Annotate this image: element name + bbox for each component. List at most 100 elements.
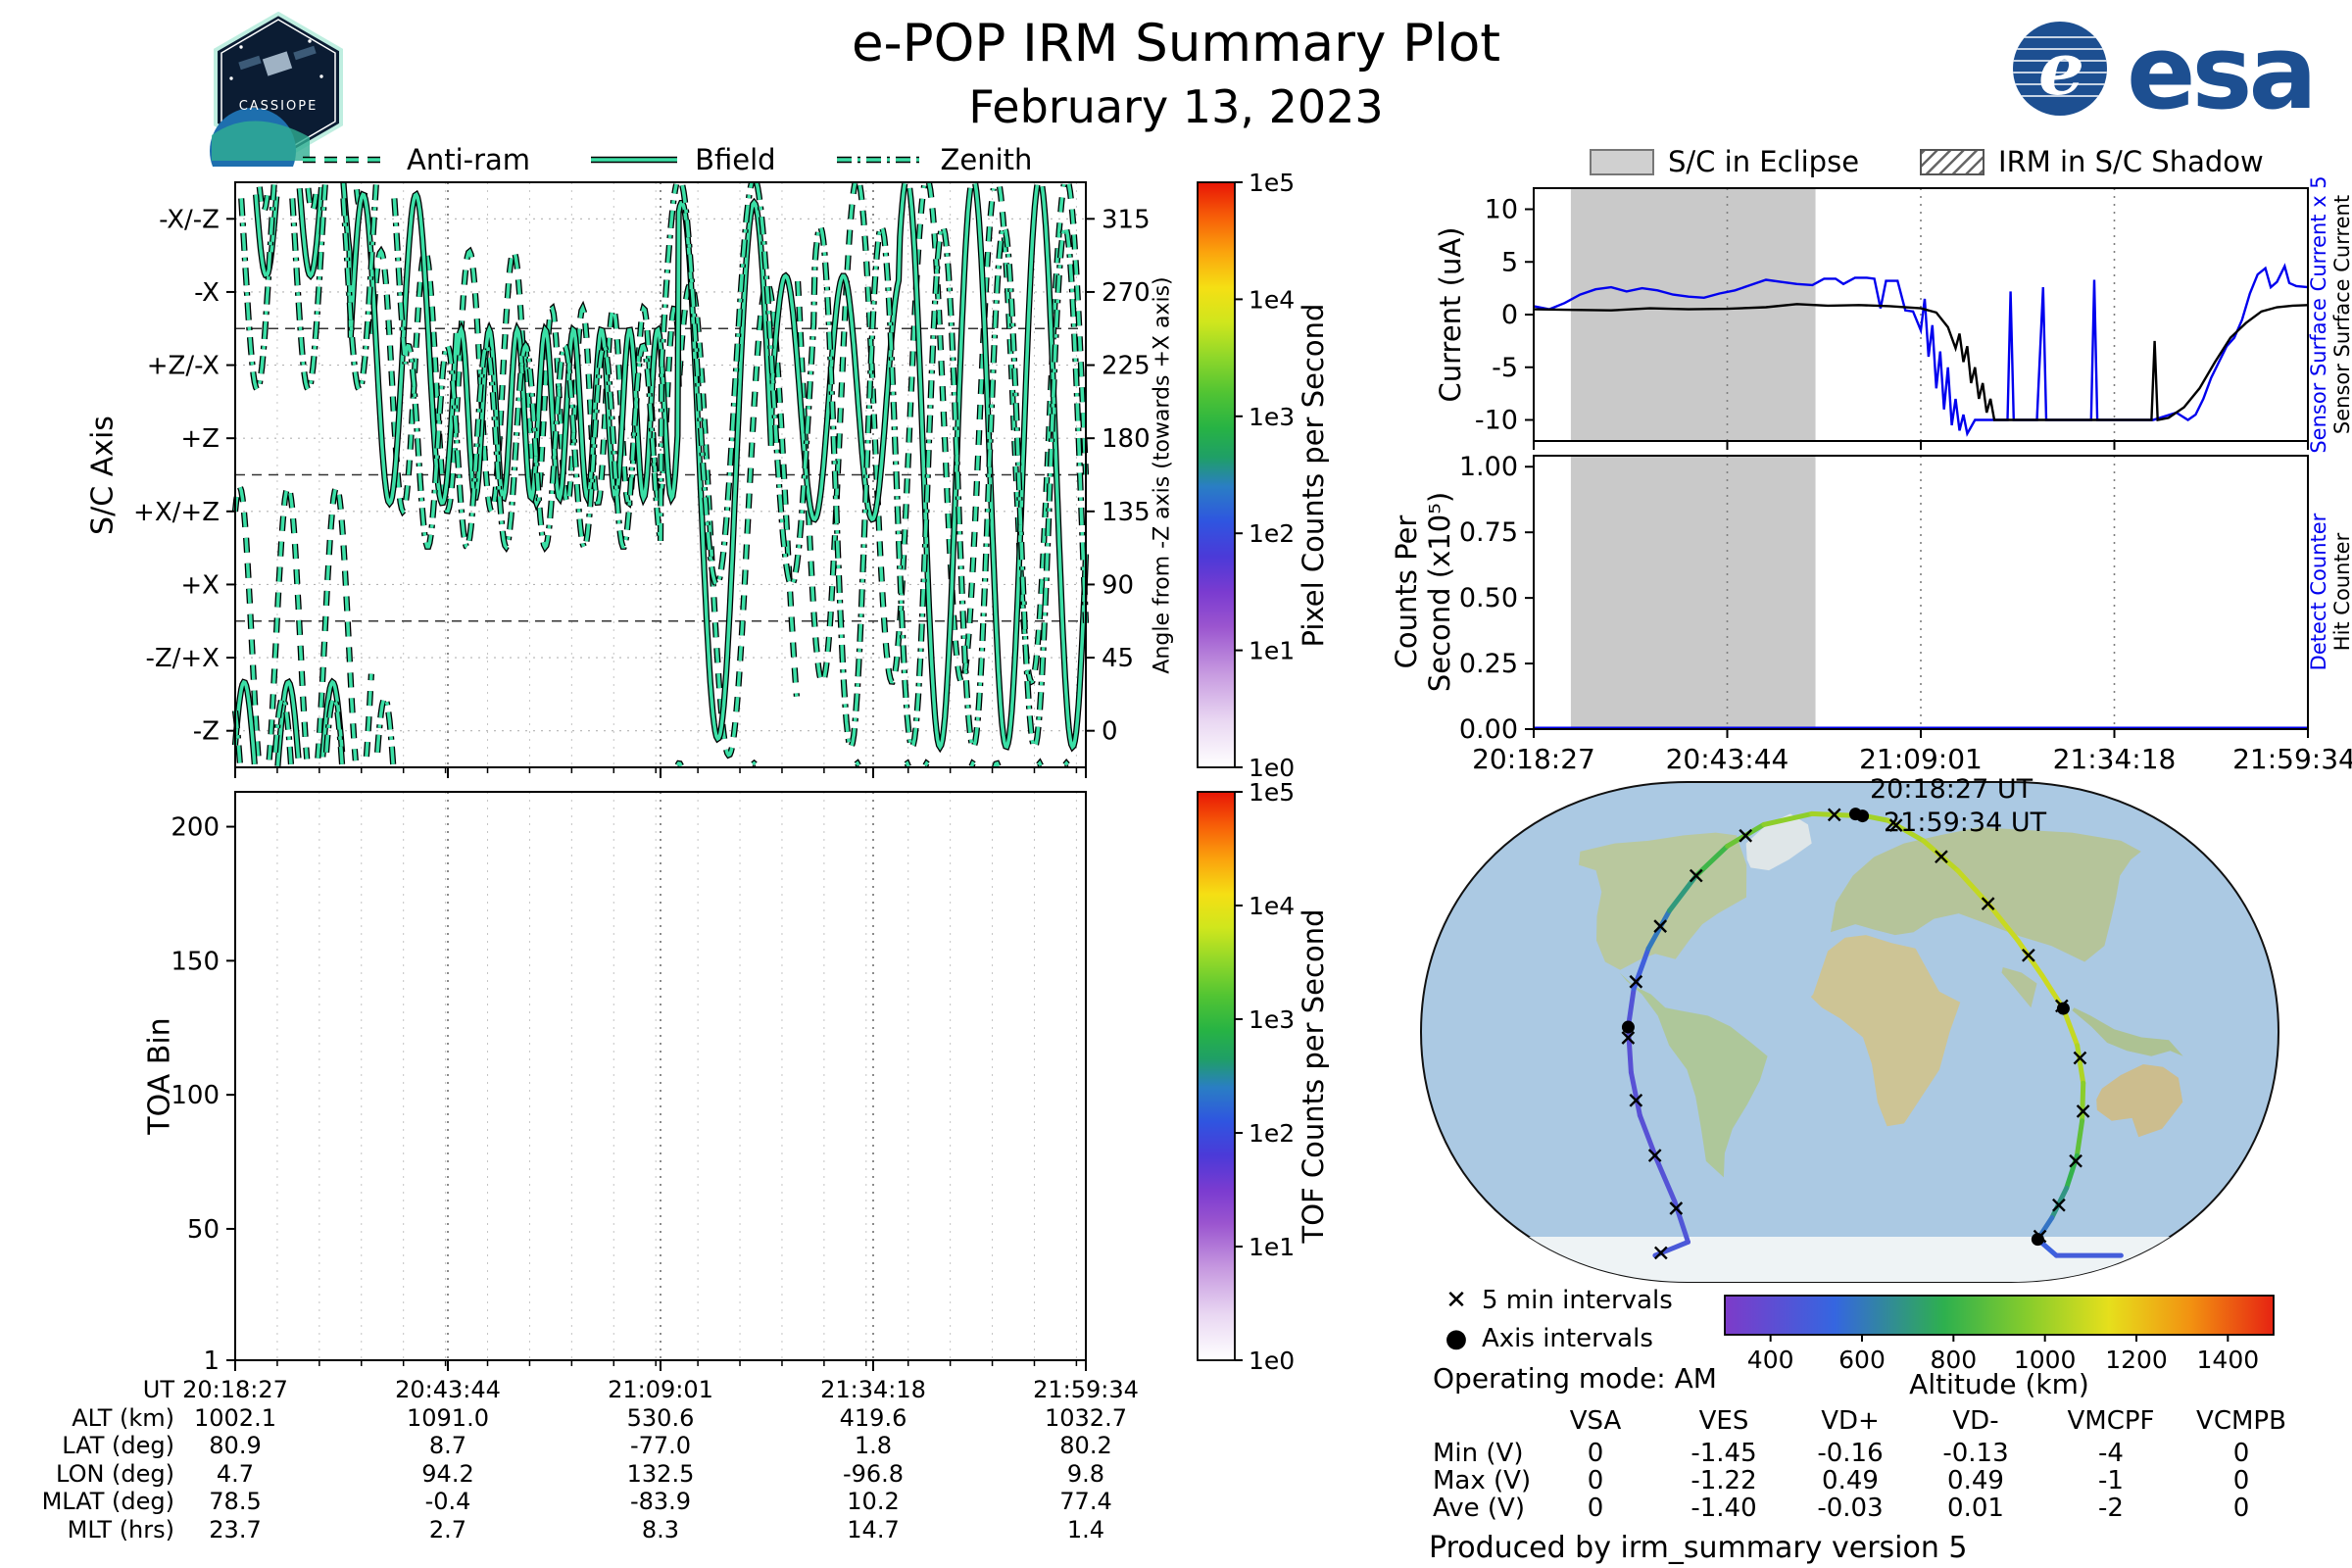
tof-colorbar-label: TOF Counts per Second	[1297, 908, 1330, 1244]
tof-colorbar-tick-1: 1e4	[1249, 892, 1295, 920]
eph-cell-1-2: 530.6	[626, 1403, 695, 1432]
eph-cell-5-4: 1.4	[1066, 1516, 1105, 1544]
attitude-angle-tick-6: 45	[1102, 644, 1134, 673]
eph-cell-0-2: 21:09:01	[608, 1376, 713, 1403]
pixel-colorbar-tick-3: 1e2	[1249, 519, 1295, 548]
toa-ylabel: TOA Bin	[142, 1017, 177, 1135]
volt-col-1: VES	[1698, 1406, 1749, 1436]
volt-cell-2-1: -1.40	[1690, 1494, 1757, 1523]
shadow-label: IRM in S/C Shadow	[1998, 145, 2264, 178]
eph-row-label-5: MLT (hrs)	[67, 1516, 174, 1544]
right-xtick-1: 20:43:44	[1666, 743, 1789, 775]
eph-cell-0-3: 21:34:18	[820, 1376, 926, 1403]
alt-tick-5: 1400	[2197, 1346, 2260, 1374]
dot-marker-icon: ●	[1445, 1324, 1468, 1353]
pixel-colorbar-tick-2: 1e3	[1249, 403, 1295, 431]
counts-ytick-4: 0.00	[1459, 714, 1518, 745]
attitude-ytick-4: +X/+Z	[133, 498, 220, 527]
attitude-angle-tick-1: 270	[1102, 278, 1151, 308]
axis-interval-dot	[1856, 809, 1870, 823]
volt-col-3: VD-	[1952, 1406, 1999, 1436]
counts-right-label-blue: Detect Counter	[2307, 513, 2330, 671]
anti-ram-line-sample	[303, 156, 389, 164]
eph-cell-5-3: 14.7	[847, 1516, 900, 1544]
eph-cell-1-0: 1002.1	[194, 1403, 276, 1432]
tof-colorbar-tick-2: 1e3	[1249, 1005, 1295, 1034]
attitude-plot: -X/-Z 315 -X 270 +Z/-X 225 +Z 180 +X/+Z 135 +X 90 -Z…	[133, 181, 1151, 778]
eph-cell-4-3: 10.2	[847, 1488, 900, 1516]
eph-cell-4-4: 77.4	[1059, 1488, 1112, 1516]
legend-item-anti-ram: Anti-ram	[299, 143, 530, 176]
counts-ytick-1: 0.75	[1459, 517, 1518, 548]
volt-cell-2-0: 0	[1587, 1494, 1604, 1523]
operating-mode: Operating mode: AM	[1433, 1362, 1717, 1395]
tof-colorbar-tick-0: 1e5	[1249, 778, 1295, 807]
eph-cell-3-3: -96.8	[842, 1459, 905, 1488]
current-ytick-2: 0	[1501, 300, 1518, 330]
volt-cell-0-3: -0.13	[1942, 1439, 2009, 1468]
legend-label-zenith: Zenith	[940, 143, 1033, 176]
attitude-angle-tick-2: 225	[1102, 352, 1151, 381]
eph-cell-3-1: 94.2	[421, 1459, 474, 1488]
axis-interval-dot	[1621, 1020, 1635, 1034]
axis-interval-dot	[2031, 1233, 2044, 1247]
attitude-ytick-0: -X/-Z	[159, 205, 220, 234]
produced-by-footer: Produced by irm_summary version 5	[1429, 1531, 1968, 1565]
attitude-ytick-1: -X	[194, 278, 220, 308]
attitude-ytick-2: +Z/-X	[147, 352, 220, 381]
current-plot: 10 5 0 -5 -10	[1475, 187, 2309, 450]
eph-cell-0-4: 21:59:34	[1033, 1376, 1139, 1403]
esa-logo: e esa	[2013, 14, 2318, 131]
right-xtick-3: 21:34:18	[2053, 743, 2177, 775]
dot-marker-label: Axis intervals	[1482, 1324, 1653, 1353]
legend-label-bfield: Bfield	[695, 143, 776, 176]
legend-item-bfield: Bfield	[587, 143, 776, 176]
badge-text: CASSIOPE	[239, 99, 318, 114]
current-right-label-blue: Sensor Surface Current x 5	[2307, 175, 2330, 454]
attitude-ytick-3: +Z	[180, 424, 220, 454]
volt-row-label-1: Max (V)	[1433, 1466, 1532, 1495]
alt-tick-0: 400	[1747, 1346, 1794, 1374]
map-antarctica	[1504, 1237, 2200, 1282]
counts-right-label-black: Hit Counter	[2330, 532, 2352, 652]
eclipse-region	[1570, 188, 1816, 441]
attitude-ytick-6: -Z/+X	[145, 644, 220, 673]
legend-item-zenith: Zenith	[833, 143, 1033, 176]
toa-ytick-2: 100	[171, 1081, 220, 1110]
attitude-angle-tick-5: 90	[1102, 570, 1134, 600]
volt-cell-1-5: 0	[2232, 1466, 2250, 1495]
anti-ram-line	[233, 182, 1088, 768]
attitude-angle-tick-3: 180	[1102, 424, 1151, 454]
zenith-line	[233, 181, 1088, 767]
right-xtick-4: 21:59:34	[2232, 743, 2352, 775]
eph-cell-2-3: 1.8	[854, 1432, 893, 1460]
esa-globe-e: e	[2038, 27, 2084, 112]
current-ytick-3: -5	[1492, 353, 1518, 383]
right-xtick-2: 21:09:01	[1859, 743, 1983, 775]
toa-ytick-0: 200	[171, 813, 220, 843]
cassiope-mission-badge: CASSIOPE	[210, 11, 343, 167]
tof-colorbar-tick-3: 1e2	[1249, 1119, 1295, 1148]
bfield-line-sample	[591, 156, 678, 164]
eph-cell-3-2: 132.5	[626, 1459, 695, 1488]
eph-cell-1-1: 1091.0	[407, 1403, 489, 1432]
toa-plot: 200 150 100 50 1	[171, 791, 1087, 1376]
zenith-line-sample	[836, 156, 923, 164]
volt-cell-2-4: -2	[2098, 1494, 2124, 1523]
sensor-current-line	[1533, 303, 2309, 421]
eph-cell-5-0: 23.7	[209, 1516, 262, 1544]
volt-cell-0-1: -1.45	[1690, 1439, 1757, 1468]
pixel-colorbar-tick-4: 1e1	[1249, 637, 1295, 665]
eph-cell-5-1: 2.7	[428, 1516, 467, 1544]
volt-col-0: VSA	[1569, 1406, 1622, 1436]
alt-tick-4: 1200	[2105, 1346, 2168, 1374]
alt-tick-3: 1000	[2014, 1346, 2077, 1374]
eph-cell-4-0: 78.5	[209, 1488, 262, 1516]
x-marker-icon: ✕	[1446, 1286, 1467, 1315]
legend-label-anti-ram: Anti-ram	[407, 143, 531, 176]
eph-row-label-0: UT	[142, 1376, 174, 1403]
